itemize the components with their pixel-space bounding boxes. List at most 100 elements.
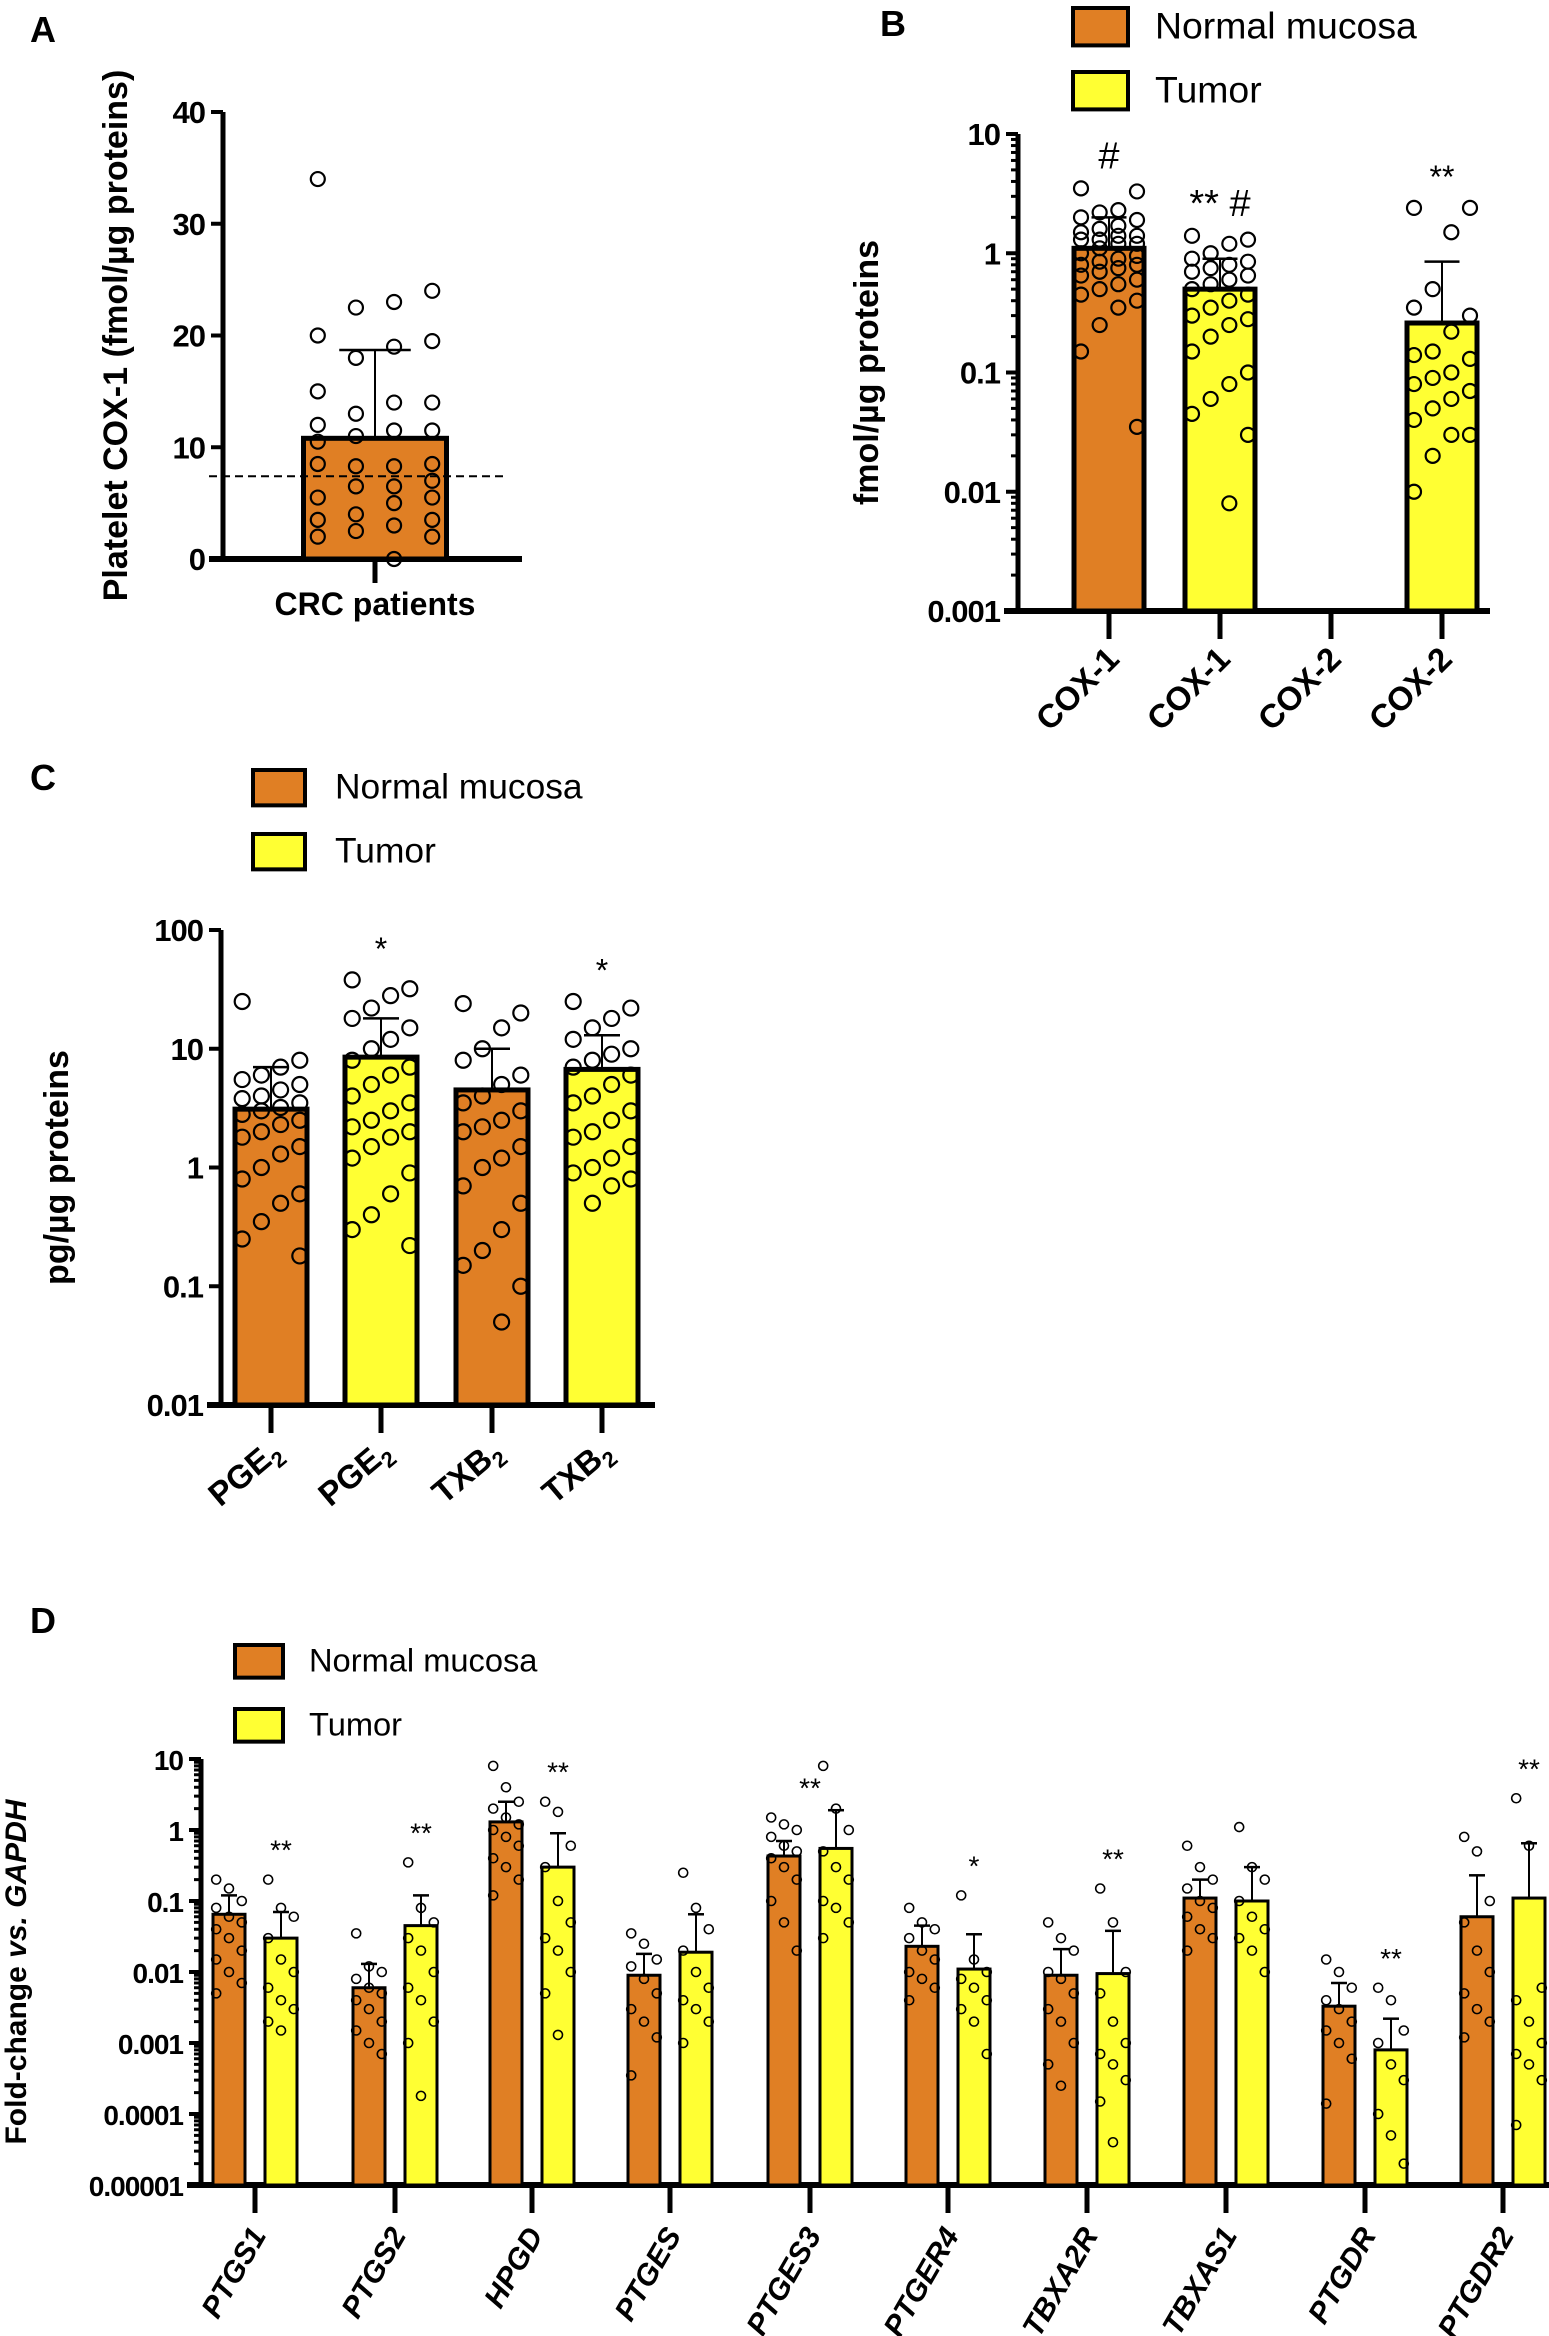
data-point <box>424 422 441 439</box>
data-point <box>1042 2059 1054 2070</box>
x-tick-label: COX-2 <box>1250 640 1347 737</box>
legend-label-tumor: Tumor <box>335 832 436 871</box>
legend-swatch-normal <box>1071 6 1130 48</box>
legend-swatch-normal <box>233 1643 285 1680</box>
data-point <box>564 1128 582 1146</box>
data-point <box>1405 299 1423 316</box>
data-point <box>288 1911 300 1923</box>
data-point <box>252 1066 270 1084</box>
data-point <box>385 394 403 411</box>
data-point <box>309 327 326 344</box>
data-point <box>401 1094 419 1112</box>
data-point <box>1239 311 1257 328</box>
data-point <box>1110 227 1127 244</box>
data-point <box>1107 2059 1119 2070</box>
data-point <box>1110 217 1127 234</box>
data-point <box>487 1824 499 1836</box>
data-point <box>382 1185 400 1203</box>
data-point <box>539 1988 551 1999</box>
data-point <box>1107 2016 1119 2027</box>
data-point <box>1110 202 1127 219</box>
data-point <box>583 1194 602 1212</box>
data-point <box>638 1973 650 1985</box>
data-point <box>236 1917 248 1928</box>
data-point <box>981 2048 993 2060</box>
data-point <box>454 1094 472 1112</box>
data-point <box>424 528 441 545</box>
data-point <box>1239 267 1257 284</box>
data-point <box>1072 256 1090 273</box>
data-point <box>1128 183 1146 200</box>
data-point <box>275 1994 287 2006</box>
data-point <box>830 1803 842 1814</box>
data-point <box>493 1019 511 1037</box>
data-point <box>916 1973 928 1985</box>
y-tick-label: 0.1 <box>147 1887 183 1918</box>
data-point <box>622 1040 640 1058</box>
panel-label-c: C <box>30 757 56 798</box>
legend-swatch-tumor <box>1071 70 1130 112</box>
data-point <box>1055 2080 1067 2092</box>
data-point <box>1055 1973 1067 1985</box>
data-point <box>602 1149 621 1167</box>
data-point <box>376 2016 388 2027</box>
data-point <box>487 1803 499 1814</box>
data-point <box>347 458 365 475</box>
data-point <box>362 1040 380 1058</box>
data-point <box>1424 343 1441 360</box>
data-point <box>513 1840 525 1852</box>
data-point <box>473 1087 491 1105</box>
data-point <box>272 1145 290 1163</box>
data-point <box>1221 235 1238 252</box>
data-point <box>1233 1932 1245 1944</box>
data-point <box>347 522 365 540</box>
data-point <box>1461 382 1479 400</box>
data-point <box>583 1051 602 1069</box>
data-point <box>1094 2048 1106 2060</box>
data-point <box>929 1923 941 1935</box>
legend-label-normal: Normal mucosa <box>1155 4 1417 46</box>
data-point <box>343 1087 361 1105</box>
data-point <box>677 1945 689 1956</box>
data-point <box>1461 350 1479 368</box>
data-point <box>347 506 365 523</box>
data-point <box>903 1902 915 1914</box>
data-point <box>1110 250 1127 267</box>
data-point <box>955 1890 967 1901</box>
data-point <box>843 1917 855 1928</box>
data-point <box>291 1247 309 1265</box>
x-tick-label: CRC patients <box>275 586 476 622</box>
data-point <box>309 383 326 400</box>
data-point <box>539 1932 551 1944</box>
data-point <box>382 1030 400 1048</box>
data-point <box>376 2048 388 2060</box>
data-point <box>236 1977 248 1989</box>
data-point <box>473 1040 491 1058</box>
data-point <box>233 1230 251 1248</box>
data-point <box>210 1988 222 1999</box>
data-point <box>1523 2016 1535 2027</box>
data-point <box>1510 2048 1522 2060</box>
data-point <box>1233 1821 1245 1833</box>
y-tick-label: 30 <box>173 207 205 242</box>
data-point <box>690 1902 702 1914</box>
data-point <box>1510 1792 1522 1804</box>
data-point <box>1094 1988 1106 1999</box>
data-point <box>1042 1917 1054 1928</box>
data-point <box>1246 1861 1258 1873</box>
legend-label-tumor: Tumor <box>1155 68 1262 110</box>
data-point <box>1221 495 1238 512</box>
data-point <box>1372 2037 1384 2049</box>
y-tick-label: 0.01 <box>147 1388 204 1423</box>
y-tick-label: 0.1 <box>960 356 1001 391</box>
data-point <box>233 992 251 1011</box>
data-point <box>1072 231 1090 248</box>
data-point <box>622 1170 640 1188</box>
data-point <box>916 1945 928 1956</box>
data-point <box>347 427 365 445</box>
data-point <box>454 994 472 1013</box>
data-point <box>1333 2037 1345 2049</box>
data-point <box>955 2003 967 2015</box>
data-point <box>778 1861 790 1873</box>
data-point <box>651 2032 663 2043</box>
